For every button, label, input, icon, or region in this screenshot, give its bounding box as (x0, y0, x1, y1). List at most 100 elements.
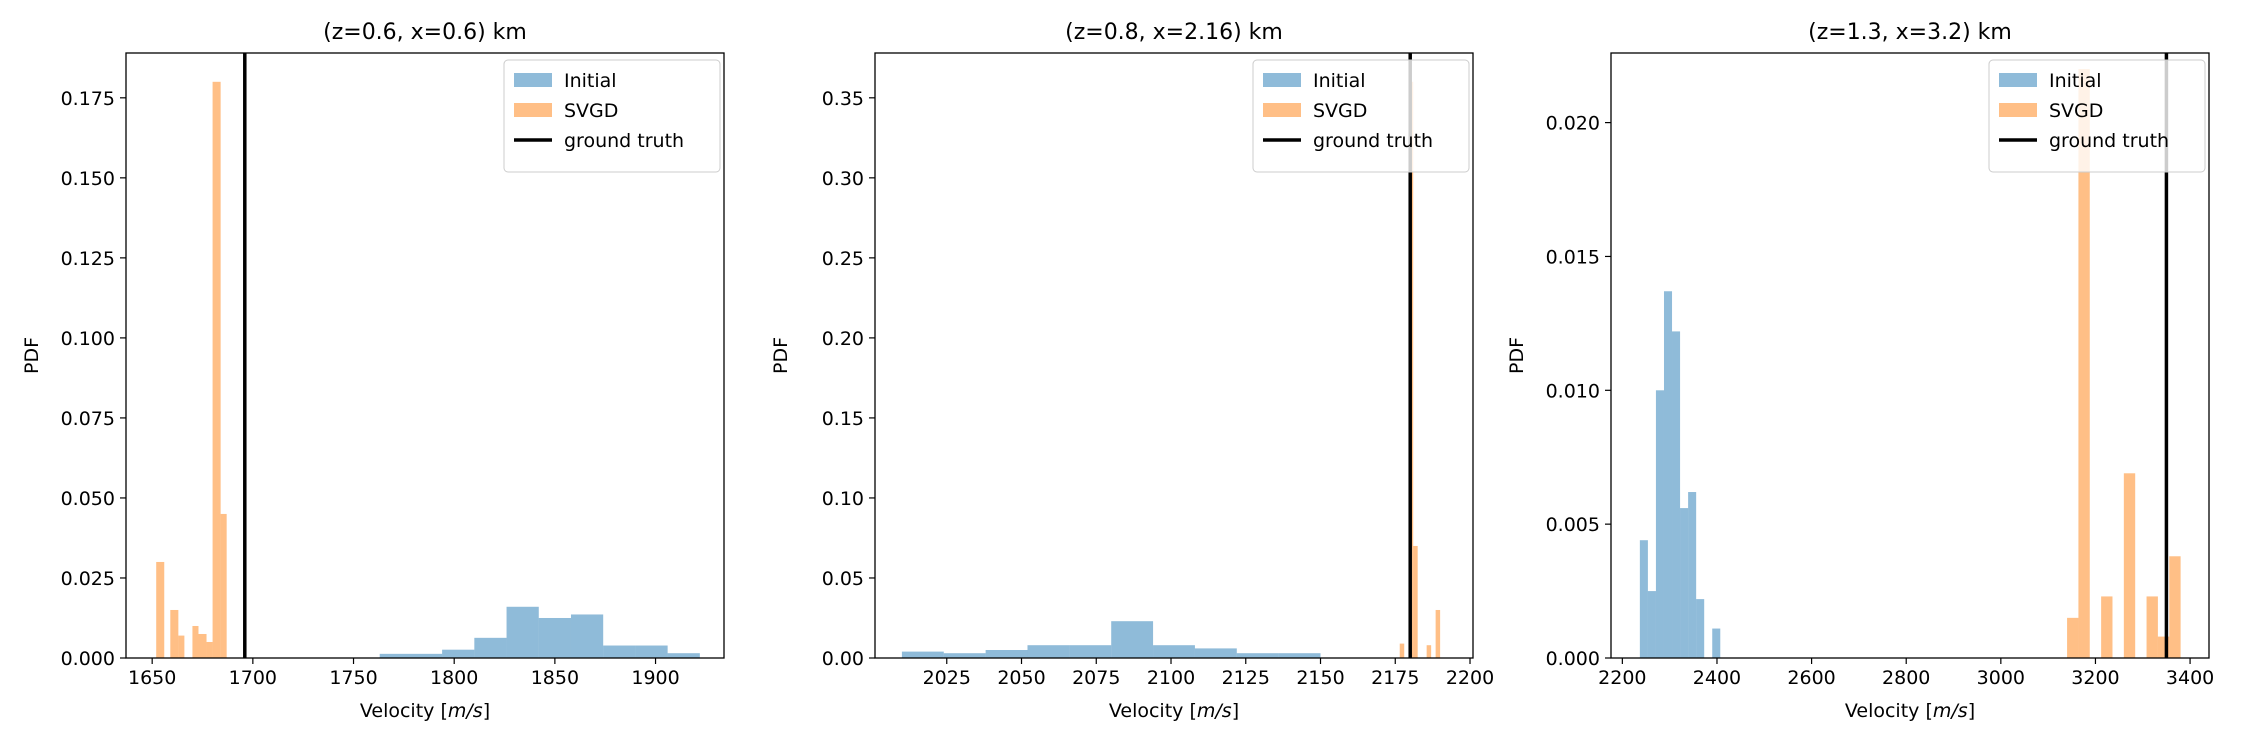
histogram-bar (198, 633, 207, 658)
plot-frame (1610, 52, 2210, 659)
histogram-bar (603, 645, 636, 658)
legend-label: SVGD (2049, 100, 2103, 122)
chart-title: (z=1.3, x=3.2) km (1808, 20, 2012, 45)
y-tick-label: 0.35 (822, 88, 864, 110)
x-tick-label: 2400 (1693, 667, 1741, 689)
x-axis-label-unit: m/s (448, 700, 483, 722)
y-tick-label: 0.125 (61, 248, 115, 270)
chart-title: (z=0.6, x=0.6) km (323, 20, 527, 45)
series-svgd (156, 81, 227, 658)
histogram-bar (2078, 69, 2090, 658)
y-tick-label: 0.000 (1546, 648, 1600, 670)
histogram-bar (1696, 599, 1705, 658)
histogram-bar (156, 561, 165, 658)
y-tick-label: 0.175 (61, 88, 115, 110)
x-tick-label: 2075 (1072, 667, 1120, 689)
y-tick-label: 0.30 (822, 168, 864, 190)
y-tick-label: 0.050 (61, 488, 115, 510)
histogram-bar (1680, 508, 1689, 658)
x-tick-label: 2025 (923, 667, 971, 689)
histogram-bar (1027, 645, 1070, 658)
legend: Initial SVGD ground truth (1988, 59, 2206, 173)
histogram-bar (1426, 645, 1432, 658)
x-tick-label: 3200 (2071, 667, 2119, 689)
y-axis-label: PDF (770, 337, 792, 374)
x-tick-label: 2175 (1371, 667, 1419, 689)
histogram-bar (1435, 609, 1441, 658)
histogram-bar (1069, 645, 1112, 658)
histogram-bar (2146, 596, 2158, 658)
x-tick-label: 3000 (1977, 667, 2025, 689)
x-tick-label: 2200 (1598, 667, 1646, 689)
x-axis-label-unit: m/s (1197, 700, 1232, 722)
chart-panel-3: 2200 2400 2600 2800 3000 3200 3400 0.000 0.005 0.… (1506, 20, 2214, 722)
y-tick-label: 0.010 (1546, 380, 1600, 402)
series-svgd (2067, 69, 2181, 658)
histogram-bar (474, 637, 507, 658)
x-tick-label: 2125 (1222, 667, 1270, 689)
histogram-bar (506, 606, 539, 658)
histogram-bar (570, 614, 604, 658)
legend-swatch (1999, 103, 2037, 117)
x-tick-label: 2050 (997, 667, 1045, 689)
x-axis-label: Velocity [m/s] (1109, 700, 1239, 722)
histogram-bar (1712, 628, 1721, 658)
legend-swatch (514, 73, 552, 87)
y-tick-label: 0.25 (822, 248, 864, 270)
x-tick-label: 1800 (430, 667, 478, 689)
histogram-bar (1639, 540, 1648, 658)
x-axis-label-unit: m/s (1933, 700, 1968, 722)
histogram-bar (635, 645, 668, 658)
histogram-bar (379, 653, 443, 658)
legend-label: Initial (2049, 70, 2102, 92)
histogram-bar (901, 651, 944, 658)
chart-title: (z=0.8, x=2.16) km (1065, 20, 1283, 45)
plot-frame (874, 52, 1474, 659)
legend-swatch (1263, 73, 1301, 87)
y-tick-label: 0.05 (822, 568, 864, 590)
x-tick-label: 2800 (1882, 667, 1930, 689)
histogram-bar (1647, 591, 1656, 658)
legend-box (503, 59, 721, 173)
y-tick-label: 0.20 (822, 328, 864, 350)
histogram-bar (442, 649, 475, 658)
legend-label: Initial (1313, 70, 1366, 92)
y-tick-label: 0.000 (61, 648, 115, 670)
x-axis-label-close: ] (1968, 700, 1975, 722)
y-tick-label: 0.075 (61, 408, 115, 430)
legend-label: SVGD (564, 100, 618, 122)
histogram-bar (1655, 390, 1664, 658)
histogram-bar (1413, 545, 1418, 658)
histogram-bar (538, 617, 571, 658)
series-initial (379, 606, 700, 658)
histogram-bar (2169, 556, 2181, 658)
histogram-bar (178, 635, 185, 658)
x-tick-label: 1850 (531, 667, 579, 689)
legend-box (1988, 59, 2206, 173)
x-axis-label: Velocity [m/s] (360, 700, 490, 722)
histogram-bar (943, 653, 986, 658)
histogram-bar (220, 513, 227, 658)
x-axis-label-quantity: Velocity [ (1109, 700, 1197, 722)
series-initial (1639, 291, 1721, 658)
histogram-bar (2123, 473, 2136, 658)
x-tick-label: 1650 (128, 667, 176, 689)
histogram-bar (667, 653, 700, 658)
x-axis-label: Velocity [m/s] (1845, 700, 1975, 722)
histogram-bar (192, 625, 199, 658)
x-tick-label: 3400 (2166, 667, 2214, 689)
histogram-bar (2101, 596, 2113, 658)
y-axis-label: PDF (1506, 337, 1528, 374)
chart-panel-2: 2025 2050 2075 2100 2125 2150 2175 2200 0.00 0.05… (770, 20, 1494, 722)
x-tick-label: 2600 (1787, 667, 1835, 689)
histogram-bar (1688, 492, 1697, 658)
y-tick-label: 0.00 (822, 648, 864, 670)
legend-box (1252, 59, 1470, 173)
x-tick-label: 1750 (329, 667, 377, 689)
y-tick-label: 0.005 (1546, 514, 1600, 536)
legend-swatch (1263, 103, 1301, 117)
series-initial (901, 621, 1321, 658)
legend: Initial SVGD ground truth (503, 59, 721, 173)
histogram-bar (1153, 645, 1195, 658)
histogram-bar (2157, 636, 2170, 658)
